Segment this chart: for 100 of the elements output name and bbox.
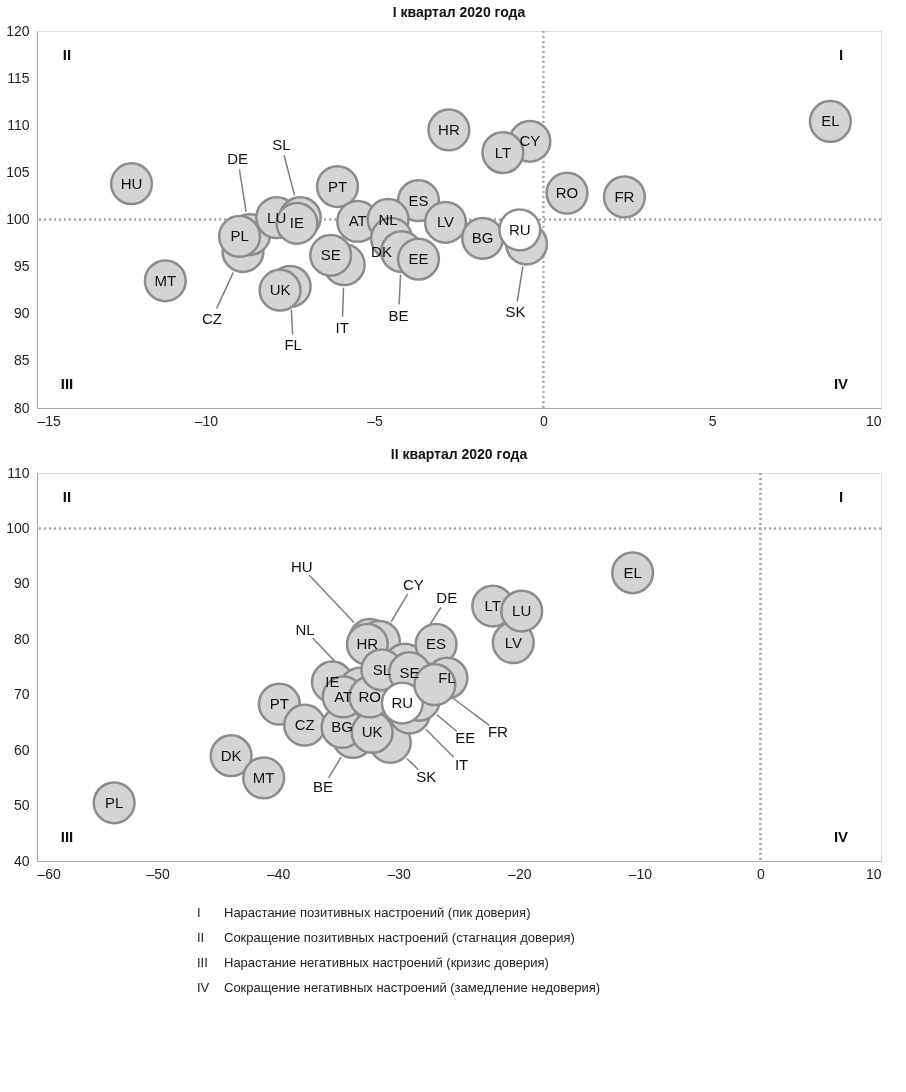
annotation: I	[838, 488, 844, 505]
data-label: FL	[284, 336, 302, 354]
data-label: LV	[504, 633, 522, 651]
y-tick-label: 110	[7, 116, 30, 133]
data-label: MT	[154, 271, 177, 289]
y-tick-label: 120	[6, 22, 30, 39]
data-label: CZ	[294, 716, 315, 734]
data-label: RU	[508, 220, 531, 238]
chart-title: I квартал 2020 года	[392, 4, 526, 20]
data-label: IE	[289, 214, 305, 232]
x-tick-label: 10	[865, 865, 882, 882]
data-label: LV	[436, 213, 455, 231]
data-label: NL	[378, 210, 398, 228]
y-tick-label: 110	[7, 464, 30, 481]
x-tick-label: –10	[628, 865, 653, 882]
data-label: PT	[327, 177, 348, 195]
x-tick-label: –30	[387, 865, 412, 882]
y-tick-label: 90	[13, 305, 30, 322]
data-label: BG	[331, 718, 353, 736]
y-tick-label: 90	[13, 575, 30, 592]
data-label: HU	[120, 174, 143, 192]
data-label: FR	[614, 187, 635, 205]
data-label: HU	[290, 558, 313, 576]
data-label: FR	[487, 722, 509, 740]
x-tick-label: –50	[146, 865, 170, 882]
y-tick-label: 80	[13, 630, 30, 647]
data-label: BE	[312, 778, 333, 796]
data-label: FL	[438, 669, 456, 687]
y-tick-label: 40	[13, 852, 30, 869]
data-label: IE	[325, 672, 340, 690]
x-tick-label: 5	[708, 412, 717, 429]
y-tick-label: 115	[7, 69, 30, 86]
annotation: I	[838, 46, 844, 63]
data-label: IT	[335, 318, 349, 336]
data-label: PL	[104, 793, 124, 811]
data-label: SE	[399, 663, 420, 681]
data-label: NL	[295, 621, 315, 639]
y-tick-label: 95	[13, 258, 30, 275]
data-label: HR	[438, 120, 460, 138]
annotation: IV	[833, 375, 849, 392]
data-label: ES	[408, 191, 429, 209]
x-tick-label: –60	[37, 865, 62, 882]
data-label: RU	[391, 694, 414, 712]
y-tick-label: 105	[6, 163, 30, 180]
data-label: EE	[408, 250, 429, 268]
text: III Нарастание негативных настроений (кризис доверия)	[197, 954, 549, 970]
data-label: LT	[484, 597, 501, 615]
data-label: LU	[512, 602, 532, 620]
annotation: III	[60, 828, 74, 845]
data-label: LT	[494, 143, 512, 161]
annotation: II	[62, 488, 72, 505]
data-label: ES	[426, 635, 447, 653]
x-tick-label: 10	[865, 412, 882, 429]
data-label: DE	[227, 149, 249, 167]
data-label: CZ	[201, 309, 222, 327]
data-label: PL	[230, 227, 249, 245]
x-tick-label: –15	[37, 412, 62, 429]
data-label: AT	[334, 687, 353, 705]
x-tick-label: –40	[266, 865, 291, 882]
data-label: CY	[519, 132, 541, 150]
y-tick-label: 80	[13, 399, 30, 416]
data-label: RO	[555, 184, 579, 202]
x-tick-label: –5	[367, 412, 384, 429]
data-label: EL	[821, 112, 840, 130]
annotation: II	[62, 46, 72, 63]
y-tick-label: 100	[6, 519, 30, 536]
x-tick-label: 0	[540, 412, 548, 429]
text: II Сокращение позитивных настроений (стагнация доверия)	[197, 929, 575, 945]
y-tick-label: 85	[13, 352, 30, 369]
text: I Нарастание позитивных настроений (пик доверия)	[197, 904, 531, 920]
y-tick-label: 60	[13, 741, 30, 758]
data-label: EE	[455, 729, 476, 747]
y-tick-label: 50	[13, 797, 30, 814]
data-label: SK	[416, 768, 437, 786]
x-tick-label: –20	[508, 865, 532, 882]
data-label: SK	[505, 303, 526, 321]
y-tick-label: 100	[6, 211, 30, 227]
data-label: DE	[436, 589, 458, 607]
data-label: SE	[320, 246, 341, 264]
data-label: UK	[269, 281, 291, 299]
y-tick-label: 70	[13, 686, 30, 703]
annotation: IV	[833, 828, 849, 845]
data-label: AT	[348, 212, 367, 230]
data-label: DK	[220, 746, 242, 764]
data-label: PT	[269, 695, 289, 713]
data-label: MT	[252, 768, 275, 786]
data-label: LU	[267, 208, 287, 226]
chart-title: II квартал 2020 года	[390, 446, 528, 462]
data-label: BE	[388, 306, 409, 324]
text: IV Сокращение негативных настроений (замедление недоверия)	[197, 979, 601, 995]
data-label: BG	[471, 229, 494, 247]
data-label: SL	[372, 660, 392, 678]
data-label: IT	[454, 756, 469, 774]
x-tick-label: –10	[194, 412, 219, 429]
data-label: SL	[272, 135, 291, 153]
data-label: RO	[358, 687, 382, 705]
annotation: III	[60, 375, 74, 392]
x-tick-label: 0	[757, 865, 766, 882]
data-label: UK	[361, 723, 383, 741]
data-label: EL	[623, 563, 642, 581]
